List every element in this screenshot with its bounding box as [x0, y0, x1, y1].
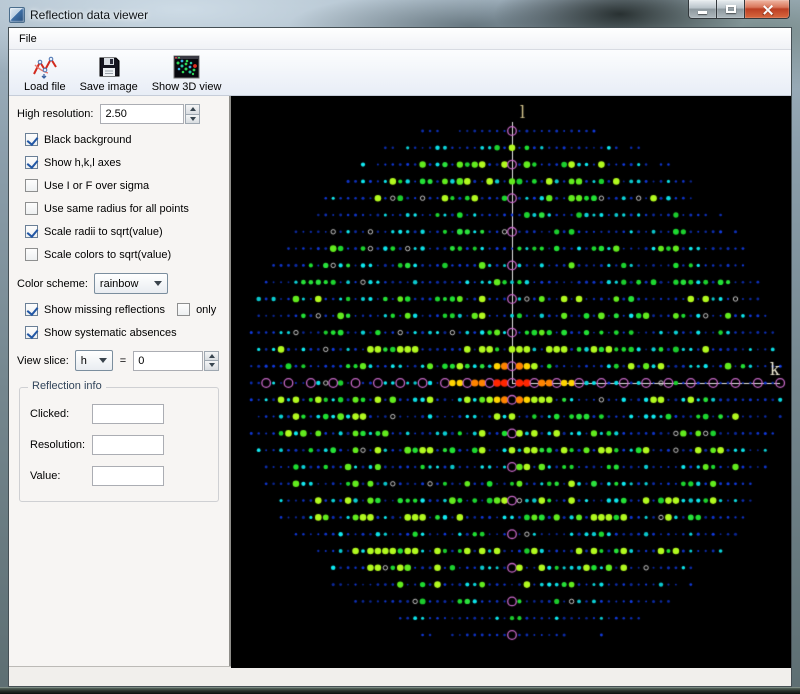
- checkbox-label: Black background: [44, 133, 132, 146]
- equals-sign: =: [119, 354, 127, 367]
- close-button[interactable]: [745, 0, 790, 19]
- view-slice-row: View slice: h =: [17, 350, 229, 371]
- value-row: Value:: [30, 466, 210, 486]
- window-title: Reflection data viewer: [30, 7, 149, 22]
- high-resolution-spinner[interactable]: [185, 104, 201, 124]
- reflection-info-title: Reflection info: [28, 380, 106, 392]
- toolbar: Load file Save image: [9, 50, 791, 96]
- view-slice-label: View slice:: [17, 354, 69, 367]
- chevron-down-icon: [98, 358, 107, 363]
- minimize-button[interactable]: [688, 0, 717, 19]
- value-input[interactable]: [92, 466, 164, 486]
- color-scheme-value: rainbow: [99, 277, 139, 290]
- checkbox-only[interactable]: only: [177, 303, 216, 316]
- main-content: High resolution: Black background Show h…: [9, 96, 791, 668]
- window-frame-bottom: [0, 687, 800, 694]
- spin-up-button[interactable]: [204, 350, 220, 361]
- client-area: File Load file: [8, 27, 792, 687]
- arrow-up-icon: [208, 353, 215, 358]
- save-image-button[interactable]: Save image: [73, 53, 145, 94]
- reflection-canvas[interactable]: [231, 96, 791, 668]
- show-missing-row: Show missing reflections only: [17, 303, 229, 316]
- close-icon: [762, 4, 773, 15]
- spin-up-button[interactable]: [185, 104, 201, 115]
- checkbox-scale-radii[interactable]: Scale radii to sqrt(value): [25, 225, 229, 238]
- menu-file[interactable]: File: [19, 32, 37, 45]
- app-icon: [9, 6, 25, 23]
- checkbox-show-hkl-axes[interactable]: Show h,k,l axes: [25, 156, 229, 169]
- arrow-up-icon: [189, 107, 196, 112]
- save-image-label: Save image: [79, 81, 138, 93]
- checkbox-icon: [177, 303, 191, 316]
- arrow-down-icon: [208, 363, 215, 368]
- viewer-area: [231, 96, 791, 668]
- status-bar: [9, 666, 791, 686]
- color-scheme-dropdown[interactable]: rainbow: [93, 273, 168, 294]
- checkbox-label: Scale colors to sqrt(value): [44, 248, 172, 261]
- clicked-input[interactable]: [92, 404, 164, 424]
- checkbox-label: Show missing reflections: [44, 303, 166, 316]
- checkbox-show-systematic[interactable]: Show systematic absences: [25, 326, 229, 339]
- load-file-button[interactable]: Load file: [17, 53, 73, 94]
- load-file-label: Load file: [24, 81, 66, 93]
- load-file-icon: [31, 54, 58, 80]
- checkbox-icon: [25, 133, 38, 146]
- checkbox-icon: [25, 179, 38, 192]
- checkbox-scale-colors[interactable]: Scale colors to sqrt(value): [25, 248, 229, 261]
- checkbox-label: Show systematic absences: [44, 326, 177, 339]
- checkbox-icon: [25, 326, 38, 339]
- resolution-input[interactable]: [92, 435, 164, 455]
- show-3d-view-icon: [173, 54, 200, 80]
- view-slice-spinner[interactable]: [204, 350, 220, 371]
- resolution-row: Resolution:: [30, 435, 210, 455]
- checkbox-label: Use same radius for all points: [44, 202, 189, 215]
- view-slice-axis-value: h: [80, 354, 87, 367]
- reflection-info-group: Reflection info Clicked: Resolution: Val…: [19, 380, 219, 502]
- view-slice-input[interactable]: [133, 350, 204, 371]
- high-resolution-row: High resolution:: [17, 104, 229, 124]
- checkbox-icon: [25, 156, 38, 169]
- spin-down-button[interactable]: [185, 114, 201, 124]
- maximize-button[interactable]: [717, 0, 745, 19]
- color-scheme-row: Color scheme: rainbow: [17, 273, 229, 294]
- arrow-down-icon: [189, 116, 196, 121]
- maximize-icon: [725, 5, 736, 13]
- minimize-icon: [698, 10, 707, 14]
- checkbox-i-or-f-over-sigma[interactable]: Use I or F over sigma: [25, 179, 229, 192]
- menu-bar: File: [9, 28, 791, 50]
- checkbox-icon: [25, 225, 38, 238]
- high-resolution-input[interactable]: [100, 104, 185, 124]
- chevron-down-icon: [153, 281, 162, 286]
- checkbox-label: only: [196, 303, 217, 316]
- checkbox-black-background[interactable]: Black background: [25, 133, 229, 146]
- checkbox-label: Use I or F over sigma: [44, 179, 150, 192]
- clicked-label: Clicked:: [30, 408, 70, 420]
- clicked-row: Clicked:: [30, 404, 210, 424]
- checkbox-label: Show h,k,l axes: [44, 156, 122, 169]
- resolution-label: Resolution:: [30, 439, 86, 451]
- window-controls: [688, 0, 790, 19]
- value-label: Value:: [30, 470, 61, 482]
- color-scheme-label: Color scheme:: [17, 277, 88, 290]
- show-3d-view-label: Show 3D view: [151, 81, 222, 93]
- checkbox-icon: [25, 202, 38, 215]
- settings-panel: High resolution: Black background Show h…: [9, 96, 231, 666]
- save-image-icon: [95, 54, 122, 80]
- view-slice-axis-dropdown[interactable]: h: [74, 350, 113, 371]
- checkbox-label: Scale radii to sqrt(value): [44, 225, 163, 238]
- high-resolution-label: High resolution:: [17, 108, 94, 120]
- checkbox-show-missing[interactable]: Show missing reflections: [25, 303, 165, 316]
- spin-down-button[interactable]: [204, 361, 220, 371]
- titlebar: Reflection data viewer: [0, 0, 800, 27]
- checkbox-icon: [25, 248, 38, 261]
- show-3d-view-button[interactable]: Show 3D view: [145, 53, 229, 94]
- checkbox-same-radius[interactable]: Use same radius for all points: [25, 202, 229, 215]
- checkbox-icon: [25, 303, 38, 316]
